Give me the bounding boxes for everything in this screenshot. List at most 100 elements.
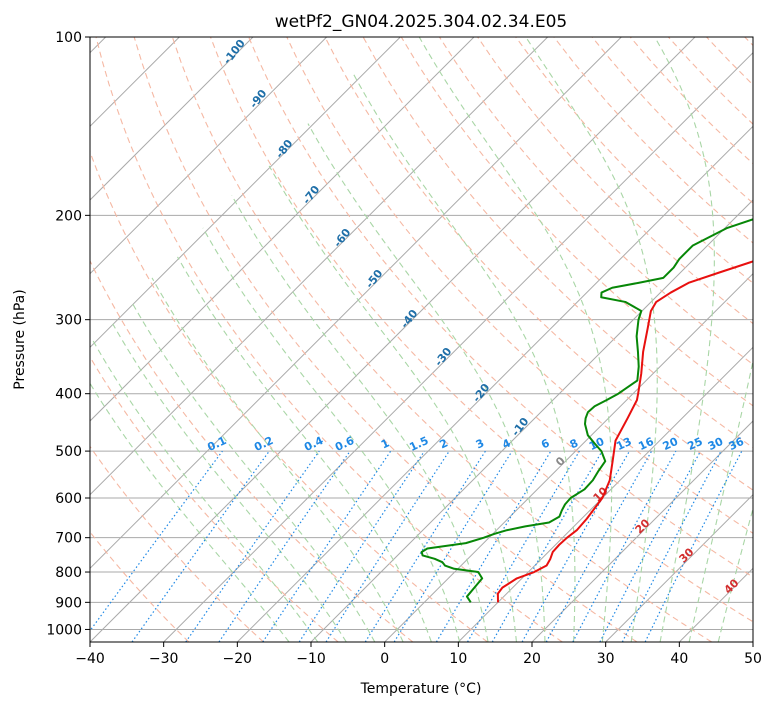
moist-adiabat-line <box>131 301 376 642</box>
mixing-ratio-label: 25 <box>685 435 704 453</box>
y-tick-label: 900 <box>55 595 82 611</box>
y-tick-label: 500 <box>55 444 82 460</box>
isotherm-line <box>163 51 753 642</box>
isotherm-line <box>678 567 753 642</box>
moist-adiabat-line <box>268 165 518 642</box>
mixing-ratio-line <box>90 450 223 632</box>
mixing-ratio-line <box>298 450 425 642</box>
dry-adiabat-line <box>171 37 713 642</box>
moist-adiabat-label: 20 <box>633 516 653 536</box>
x-tick-label: 40 <box>670 651 688 667</box>
dry-adiabat-label: -70 <box>300 183 323 207</box>
y-tick-label: 400 <box>55 387 82 403</box>
moist-adiabat-line <box>717 506 753 642</box>
dry-adiabat-label: -90 <box>247 87 270 111</box>
x-tick-label: 10 <box>449 651 467 667</box>
isotherm-line <box>310 199 753 642</box>
dry-adiabat-line <box>706 37 753 86</box>
mixing-ratio-label: 13 <box>614 435 633 453</box>
moist-adiabats <box>90 37 753 642</box>
dry-adiabats <box>90 37 753 642</box>
isotherm-line <box>236 125 753 642</box>
dry-adiabat-line <box>90 259 414 642</box>
mixing-ratio-line <box>393 450 513 642</box>
isotherm-line <box>90 37 328 275</box>
isotherm-line <box>605 493 753 642</box>
y-tick-label: 600 <box>55 491 82 507</box>
chart-title: wetPf2_GN04.2025.304.02.34.E05 <box>275 12 567 32</box>
y-tick-label: 300 <box>55 313 82 329</box>
x-tick-label: 20 <box>523 651 541 667</box>
x-tick-label: −20 <box>223 651 253 667</box>
isotherm-line <box>90 37 549 496</box>
x-tick-label: 30 <box>597 651 615 667</box>
moist-adiabat-line <box>654 37 715 642</box>
dry-adiabat-label: -40 <box>398 307 421 331</box>
mixing-ratio-line <box>644 450 743 642</box>
moist-adiabat-line <box>418 37 613 642</box>
mixing-ratio-lines <box>90 450 743 642</box>
moist-adiabat-line <box>352 72 576 642</box>
y-tick-label: 700 <box>55 531 82 547</box>
x-tick-label: −10 <box>296 651 326 667</box>
x-tick-label: 0 <box>380 651 389 667</box>
dry-adiabat-label: -100 <box>221 37 248 67</box>
dry-adiabat-line <box>90 445 264 642</box>
mixing-ratio-label: 8 <box>568 436 580 451</box>
moist-adiabat-line <box>92 339 319 642</box>
dry-adiabat-label: -50 <box>363 267 386 291</box>
mixing-ratio-line <box>572 450 677 642</box>
y-tick-label: 100 <box>55 30 82 46</box>
dry-adiabat-label: -60 <box>331 226 354 250</box>
mixing-ratio-label: 30 <box>706 435 726 453</box>
dry-adiabat-line <box>90 355 339 642</box>
dry-adiabat-line <box>515 37 753 284</box>
moist-adiabat-line <box>231 195 489 642</box>
y-axis-label: Pressure (hPa) <box>12 289 28 389</box>
isobar-grid <box>90 37 753 630</box>
moist-adiabat-line <box>688 358 753 642</box>
moist-adiabat-line <box>307 123 546 642</box>
isotherm-line <box>90 37 401 349</box>
mixing-ratio-label: 3 <box>474 436 486 451</box>
isotherm-line <box>752 641 753 642</box>
dry-adiabat-label: -20 <box>470 381 493 405</box>
dry-adiabat-line <box>248 37 753 578</box>
x-axis-label: Temperature (°C) <box>360 681 482 697</box>
profile-series <box>420 218 753 603</box>
isotherm-line <box>384 272 753 642</box>
plot-frame <box>89 36 754 643</box>
isotherm-line <box>90 37 696 642</box>
mixing-ratio-line <box>325 450 450 642</box>
dewpoint-profile-line <box>420 218 753 603</box>
y-axis-ticks: 100 200 300 400 500 600 700 800 900 1000 <box>46 30 90 638</box>
mixing-ratio-line <box>262 450 392 642</box>
moist-adiabat-line <box>112 323 347 642</box>
dry-adiabat-line <box>90 531 190 642</box>
moist-adiabat-line <box>202 227 461 642</box>
dry-adiabat-line <box>133 37 638 642</box>
y-tick-label: 1000 <box>46 622 82 638</box>
dry-adiabat-label: -80 <box>273 137 296 161</box>
dry-adiabat-line <box>286 37 753 534</box>
mixing-ratio-label: 36 <box>727 435 747 453</box>
plot-area: -100-90-80-70-60-50-40-30-20-10010203040… <box>90 37 753 642</box>
reference-line-labels: -100-90-80-70-60-50-40-30-20-10010203040… <box>205 37 746 597</box>
mixing-ratio-label: 20 <box>661 435 681 453</box>
mixing-ratio-line <box>218 450 351 642</box>
x-tick-label: 50 <box>744 651 762 667</box>
mixing-ratio-label: 4 <box>500 436 513 451</box>
mixing-ratio-label: 16 <box>636 435 656 453</box>
moist-adiabat-label: 40 <box>722 576 742 596</box>
dry-adiabat-line <box>209 37 753 623</box>
dry-adiabat-line <box>95 37 563 642</box>
x-axis-ticks: −40 −30 −20 −10 0 10 20 30 40 50 <box>75 642 762 667</box>
mixing-ratio-line <box>545 450 653 642</box>
mixing-ratio-label: 1 <box>379 436 391 451</box>
y-tick-label: 200 <box>55 208 82 224</box>
y-tick-label: 800 <box>55 565 82 581</box>
mixing-ratio-line <box>435 450 552 642</box>
dry-adiabat-line <box>324 37 753 491</box>
dry-adiabat-line <box>477 37 753 325</box>
